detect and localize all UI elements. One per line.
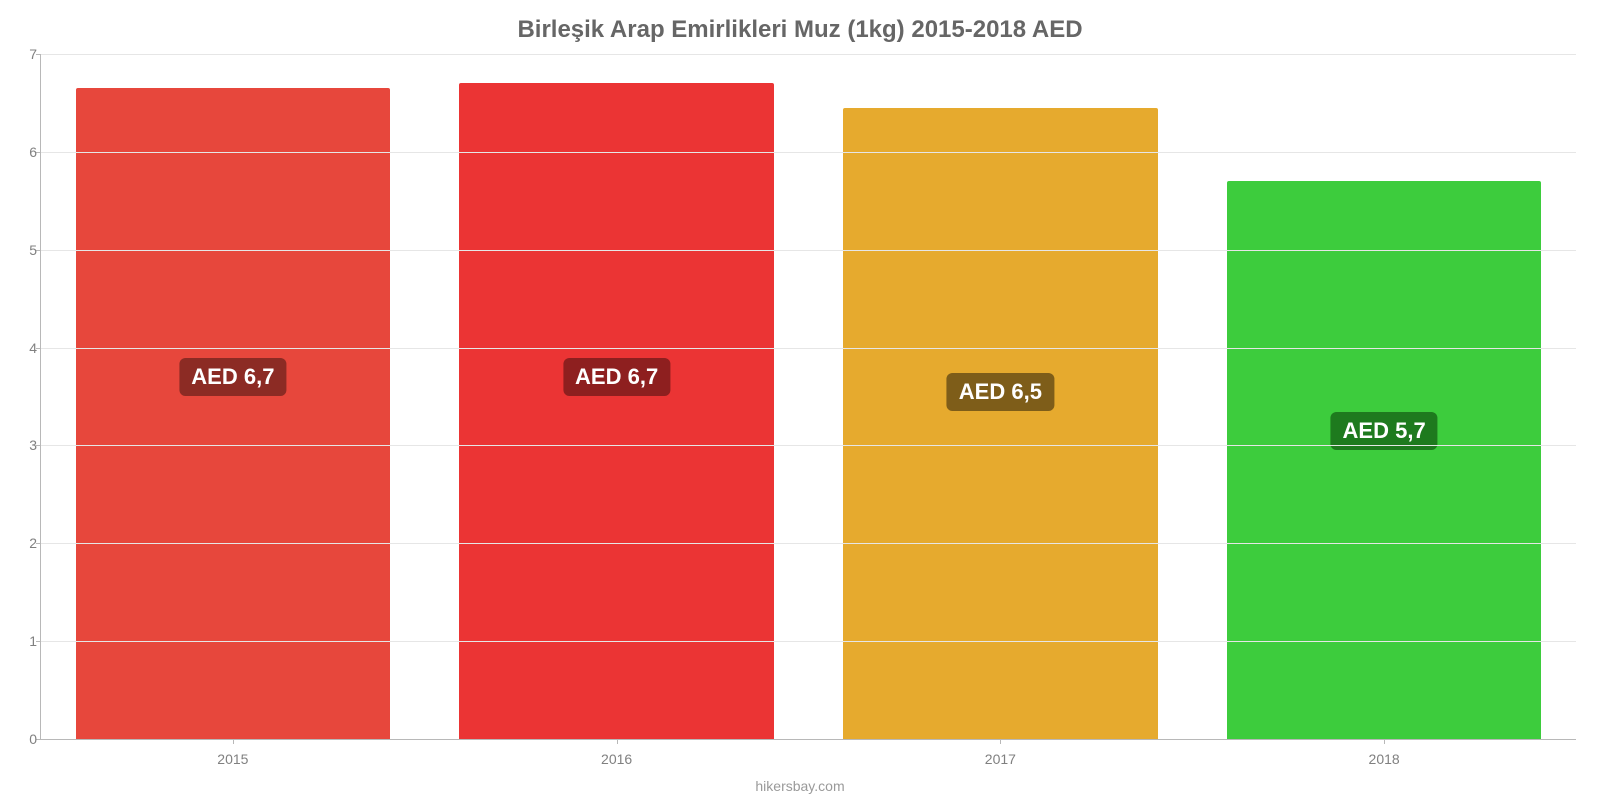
grid-line <box>41 348 1576 349</box>
x-tick-mark <box>233 739 234 744</box>
plot-inner: AED 6,72015AED 6,72016AED 6,52017AED 5,7… <box>40 54 1576 740</box>
y-tick-label: 4 <box>11 340 37 356</box>
x-tick-label: 2017 <box>985 751 1016 767</box>
plot-area: AED 6,72015AED 6,72016AED 6,52017AED 5,7… <box>40 54 1576 740</box>
y-tick-label: 5 <box>11 242 37 258</box>
y-tick-label: 6 <box>11 144 37 160</box>
grid-line <box>41 54 1576 55</box>
bar-slot: AED 6,72016 <box>425 54 809 739</box>
bar-slot: AED 6,52017 <box>809 54 1193 739</box>
bar-value-label: AED 6,7 <box>179 358 286 396</box>
y-tick-label: 7 <box>11 46 37 62</box>
x-tick-label: 2015 <box>217 751 248 767</box>
y-tick-label: 3 <box>11 437 37 453</box>
bar-slot: AED 6,72015 <box>41 54 425 739</box>
grid-line <box>41 445 1576 446</box>
bar-slot: AED 5,72018 <box>1192 54 1576 739</box>
grid-line <box>41 543 1576 544</box>
y-tick-label: 2 <box>11 535 37 551</box>
chart-footer: hikersbay.com <box>0 778 1600 794</box>
grid-line <box>41 250 1576 251</box>
x-tick-label: 2018 <box>1369 751 1400 767</box>
chart-title: Birleşik Arap Emirlikleri Muz (1kg) 2015… <box>0 16 1600 44</box>
x-tick-label: 2016 <box>601 751 632 767</box>
y-tick-label: 0 <box>11 731 37 747</box>
bar-value-label: AED 6,5 <box>947 373 1054 411</box>
chart-container: Birleşik Arap Emirlikleri Muz (1kg) 2015… <box>0 0 1600 800</box>
grid-line <box>41 152 1576 153</box>
y-tick-label: 1 <box>11 633 37 649</box>
x-tick-mark <box>1000 739 1001 744</box>
bars-region: AED 6,72015AED 6,72016AED 6,52017AED 5,7… <box>41 54 1576 739</box>
bar <box>1227 181 1542 739</box>
x-tick-mark <box>1384 739 1385 744</box>
bar-value-label: AED 5,7 <box>1331 412 1438 450</box>
grid-line <box>41 641 1576 642</box>
x-tick-mark <box>617 739 618 744</box>
bar <box>843 108 1158 739</box>
bar-value-label: AED 6,7 <box>563 358 670 396</box>
